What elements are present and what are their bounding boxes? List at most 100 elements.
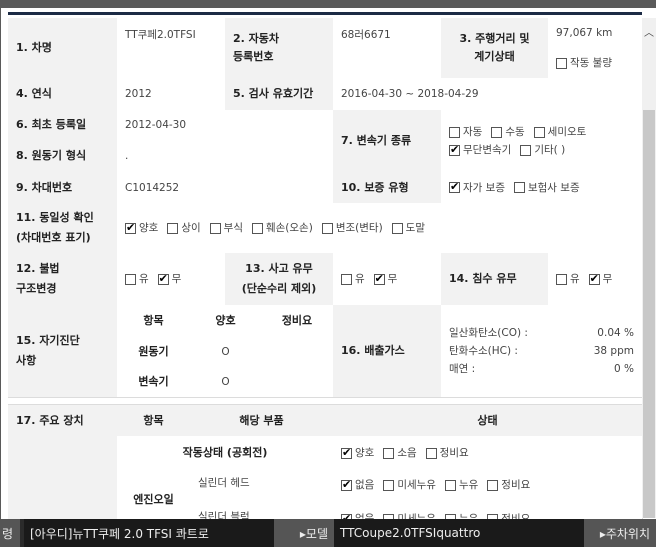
checkbox-icon bbox=[321, 222, 333, 234]
emission-label: 탄화수소(HC) : bbox=[449, 345, 518, 357]
checkbox-head-minor-leak[interactable]: 미세누유 bbox=[383, 476, 436, 494]
value-car-name: TT쿠페2.0TFSI bbox=[117, 18, 226, 79]
checkbox-label: 무 bbox=[171, 273, 182, 285]
checkbox-op-good[interactable]: 양호 bbox=[341, 444, 374, 462]
major-operation: 작동상태 (공회전) bbox=[117, 436, 334, 471]
checkbox-icon bbox=[251, 222, 263, 234]
checkbox-label: 자가 보증 bbox=[463, 181, 505, 194]
emission-row: 매연 : 0 % bbox=[449, 360, 634, 378]
checkbox-label: 변조(변타) bbox=[335, 222, 383, 234]
checkbox-label: 자동 bbox=[463, 126, 483, 138]
checkbox-icon bbox=[425, 447, 437, 459]
checkbox-head-repair[interactable]: 정비요 bbox=[487, 476, 530, 494]
checkbox-label: 상이 bbox=[181, 222, 201, 234]
major-header-part: 해당 부품 bbox=[190, 404, 334, 437]
checkbox-flood-no[interactable]: 무 bbox=[588, 270, 612, 288]
checkbox-checked-icon bbox=[125, 222, 136, 234]
checkbox-head-leak[interactable]: 누유 bbox=[444, 476, 478, 494]
major-header-item: 항목 bbox=[117, 404, 191, 437]
checkbox-accident-yes[interactable]: 유 bbox=[341, 270, 365, 288]
gauge-checks: 작동 불량 bbox=[548, 48, 643, 79]
checkbox-checked-icon bbox=[341, 479, 352, 491]
label-emission: 16. 배출가스 bbox=[333, 305, 442, 398]
checkbox-op-repair[interactable]: 정비요 bbox=[425, 444, 469, 462]
emission-row: 탄화수소(HC) : 38 ppm bbox=[449, 342, 634, 360]
checkbox-op-noise[interactable]: 소음 bbox=[383, 444, 417, 462]
checkbox-label: 기타( ) bbox=[534, 144, 566, 156]
checkbox-label: 세미오토 bbox=[547, 126, 587, 138]
selfdiag-good: O bbox=[190, 336, 262, 368]
checkbox-manual[interactable]: 수동 bbox=[491, 123, 525, 141]
flood-checks: 유 무 bbox=[548, 253, 643, 306]
checkbox-label: 보험사 보증 bbox=[527, 181, 580, 194]
checkbox-label: 무단변속기 bbox=[463, 144, 512, 156]
scroll-up-arrow-icon[interactable]: ︿ bbox=[644, 28, 654, 39]
value-reg-no: 68러6671 bbox=[333, 18, 442, 79]
checkbox-identity-painted[interactable]: 도말 bbox=[391, 219, 425, 237]
label-first-reg: 6. 최초 등록일 bbox=[8, 110, 118, 141]
part-cyl-head: 실린더 헤드 bbox=[190, 470, 334, 501]
checkbox-flood-yes[interactable]: 유 bbox=[556, 270, 580, 288]
checkbox-other[interactable]: 기타( ) bbox=[520, 141, 565, 159]
checkbox-illegal-no[interactable]: 무 bbox=[157, 270, 182, 288]
checkbox-identity-good[interactable]: 양호 bbox=[125, 219, 158, 237]
checkbox-identity-damage[interactable]: 훼손(오손) bbox=[251, 219, 313, 237]
checkbox-illegal-yes[interactable]: 유 bbox=[125, 270, 149, 288]
checkbox-checked-icon bbox=[588, 273, 600, 285]
checkbox-label: 무 bbox=[387, 273, 398, 285]
label-warranty: 10. 보증 유형 bbox=[333, 172, 442, 204]
checkbox-self-warranty[interactable]: 자가 보증 bbox=[449, 179, 505, 197]
checkbox-identity-different[interactable]: 상이 bbox=[167, 219, 201, 237]
checkbox-checked-icon bbox=[157, 273, 169, 285]
trans-checks: 자동 수동 세미오토 무단변속기 기타( ) bbox=[441, 110, 643, 173]
checkbox-icon bbox=[491, 126, 503, 138]
checkbox-insurer-warranty[interactable]: 보험사 보증 bbox=[513, 179, 580, 197]
checkbox-auto[interactable]: 자동 bbox=[449, 123, 482, 141]
selfdiag-good: O bbox=[190, 367, 262, 398]
vertical-scrollbar[interactable]: ︿ bbox=[642, 18, 656, 518]
checkbox-icon bbox=[487, 479, 499, 491]
selfdiag-repair bbox=[261, 336, 334, 368]
checkbox-icon bbox=[444, 479, 456, 491]
checkbox-icon bbox=[449, 126, 460, 138]
bar-label-model: ▸모델 bbox=[274, 519, 334, 547]
checkbox-icon bbox=[391, 222, 403, 234]
value-first-reg: 2012-04-30 bbox=[117, 110, 334, 141]
checkbox-label: 훼손(오손) bbox=[265, 222, 313, 234]
value-engine-type: . bbox=[117, 140, 334, 173]
emission-value: 0.04 % bbox=[597, 327, 634, 339]
checkbox-icon bbox=[125, 273, 136, 285]
checkbox-head-none[interactable]: 없음 bbox=[341, 476, 374, 494]
checkbox-gauge-faulty[interactable]: 작동 불량 bbox=[556, 54, 612, 72]
emission-label: 일산화탄소(CO) : bbox=[449, 327, 528, 339]
checkbox-label: 도말 bbox=[405, 222, 425, 234]
label-accident: 13. 사고 유무 (단순수리 제외) bbox=[225, 253, 334, 306]
checkbox-cvt[interactable]: 무단변속기 bbox=[449, 141, 511, 159]
label-flood: 14. 침수 유무 bbox=[441, 253, 549, 306]
major-header-status: 상태 bbox=[333, 404, 643, 437]
checkbox-label: 수동 bbox=[505, 126, 525, 138]
emission-value: 0 % bbox=[614, 363, 634, 375]
major-group-cell bbox=[8, 436, 118, 526]
checkbox-icon bbox=[556, 57, 567, 69]
label-inspect: 5. 검사 유효기간 bbox=[225, 78, 334, 111]
label-major: 17. 주요 장치 bbox=[8, 404, 118, 437]
label-mileage: 3. 주행거리 및 계기상태 bbox=[441, 18, 549, 79]
checkbox-identity-altered[interactable]: 변조(변타) bbox=[321, 219, 383, 237]
checkbox-icon bbox=[556, 273, 567, 285]
scrollbar-thumb[interactable] bbox=[643, 110, 655, 518]
checkbox-accident-no[interactable]: 무 bbox=[373, 270, 398, 288]
bar-value-model: TTCoupe2.0TFSIquattro bbox=[334, 519, 584, 547]
value-year: 2012 bbox=[117, 78, 226, 111]
checkbox-semiauto[interactable]: 세미오토 bbox=[533, 123, 587, 141]
checkbox-checked-icon bbox=[449, 144, 460, 156]
emission-label: 매연 : bbox=[449, 363, 476, 375]
selfdiag-item: 원동기 bbox=[117, 336, 191, 368]
checkbox-identity-corrosion[interactable]: 부식 bbox=[209, 219, 243, 237]
checkbox-icon bbox=[383, 479, 395, 491]
checkbox-icon bbox=[209, 222, 221, 234]
checkbox-label: 부식 bbox=[223, 222, 243, 234]
cyl-head-checks: 없음 미세누유 누유 정비요 bbox=[333, 470, 643, 501]
checkbox-label: 정비요 bbox=[501, 479, 531, 491]
label-vin: 9. 차대번호 bbox=[8, 172, 118, 204]
